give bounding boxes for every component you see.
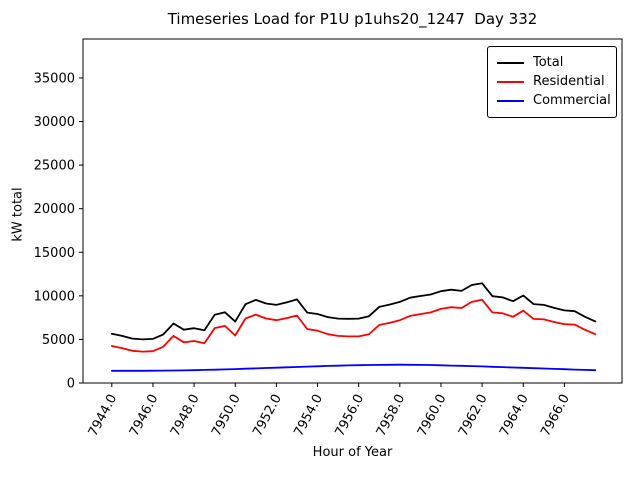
legend-item-total: Total xyxy=(497,54,608,72)
y-tick-label: 30000 xyxy=(34,115,75,130)
chart-title: Timeseries Load for P1U p1uhs20_1247 Day… xyxy=(167,10,538,28)
y-tick-label: 10000 xyxy=(34,289,75,304)
x-tick-label: 7952.0 xyxy=(250,392,285,439)
x-axis-label: Hour of Year xyxy=(312,445,393,460)
y-tick-label: 5000 xyxy=(42,333,75,348)
y-tick-label: 15000 xyxy=(34,246,75,261)
legend-label-residential: Residential xyxy=(533,74,605,89)
x-tick-label: 7948.0 xyxy=(168,392,203,439)
axes-frame xyxy=(82,38,623,384)
legend-item-commercial: Commercial xyxy=(497,92,611,110)
x-tick-label: 7956.0 xyxy=(333,392,368,439)
legend-line-residential xyxy=(497,81,524,83)
legend: Total Residential Commercial xyxy=(487,46,617,118)
legend-label-commercial: Commercial xyxy=(533,93,611,108)
x-tick-label: 7946.0 xyxy=(127,392,162,439)
y-tick-label: 0 xyxy=(67,377,75,392)
x-tick-label: 7966.0 xyxy=(538,392,573,439)
x-tick-label: 7960.0 xyxy=(415,392,450,439)
commercial-line xyxy=(110,363,597,372)
y-tick-label: 20000 xyxy=(34,202,75,217)
x-tick-label: 7954.0 xyxy=(291,392,326,439)
x-tick-label: 7964.0 xyxy=(497,392,532,439)
legend-line-total xyxy=(497,62,524,64)
y-tick-label: 25000 xyxy=(34,159,75,174)
legend-line-commercial xyxy=(497,100,524,102)
x-tick-label: 7950.0 xyxy=(209,392,244,439)
y-tick-label: 35000 xyxy=(34,71,75,86)
x-tick-label: 7944.0 xyxy=(86,392,121,439)
x-tick-label: 7962.0 xyxy=(456,392,491,439)
residential-line xyxy=(110,298,597,353)
x-tick-label: 7958.0 xyxy=(374,392,409,439)
legend-item-residential: Residential xyxy=(497,73,608,91)
legend-label-total: Total xyxy=(533,55,564,70)
total-line xyxy=(110,282,597,341)
